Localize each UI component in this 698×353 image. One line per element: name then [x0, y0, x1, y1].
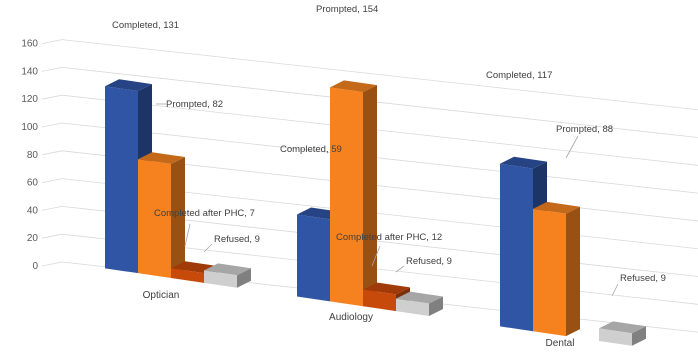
gridline-140 [61, 67, 698, 138]
gridline-axis-80 [41, 150, 63, 156]
bar-side [566, 206, 580, 337]
bar-side [237, 268, 251, 288]
bar-optician-refused [204, 263, 251, 288]
bar-dental-prompted [533, 201, 580, 337]
bar-top [533, 201, 580, 214]
bar-side [363, 85, 377, 307]
data-label: Completed after PHC, 7 [154, 208, 255, 219]
data-label: Completed, 117 [486, 70, 552, 81]
y-tick-label: 160 [21, 39, 38, 50]
y-tick-label: 80 [27, 150, 39, 161]
bar-front [171, 268, 204, 283]
leader-line [565, 135, 579, 159]
bar-front [396, 298, 429, 316]
leader-line [371, 245, 381, 267]
data-label: Completed, 59 [280, 144, 342, 155]
bar-front [330, 87, 363, 307]
category-label: Optician [143, 290, 180, 301]
bar-audiology-refused [396, 291, 443, 316]
gridline-160 [61, 39, 698, 111]
y-tick-label: 0 [32, 261, 38, 272]
gridline-axis-20 [41, 233, 63, 239]
gridline-120 [61, 94, 698, 166]
y-tick-label: 100 [21, 122, 38, 133]
y-tick-label: 40 [27, 205, 39, 216]
bar-front [138, 159, 171, 279]
data-label: Refused, 9 [406, 256, 452, 267]
leader-line [203, 243, 213, 253]
bar-top [599, 321, 646, 334]
data-label: Prompted, 88 [556, 124, 613, 135]
bar-optician-prompted [138, 152, 185, 279]
gridline-axis-100 [41, 122, 63, 128]
bar-side [632, 326, 646, 346]
gridline-axis-140 [41, 67, 63, 72]
y-axis-tick-labels: 0 20 40 60 80 100 120 140 160 [21, 39, 38, 272]
gridline-100 [61, 122, 698, 194]
bar-top [204, 263, 251, 276]
leader-line [184, 223, 191, 247]
bar-side [429, 296, 443, 316]
gridline-axis-60 [41, 178, 63, 183]
bars [105, 79, 646, 346]
bar-top [396, 291, 443, 304]
bar-top [138, 152, 185, 165]
bar-front [599, 328, 632, 346]
category-labels: Optician Audiology Dental [143, 290, 575, 349]
category-label: Dental [546, 338, 575, 349]
data-labels: Completed, 131 Prompted, 82 Completed afte… [112, 4, 666, 297]
leader-line [395, 265, 405, 273]
bar-front [105, 86, 138, 274]
bar-front [533, 208, 566, 337]
bar-audiology-prompted [330, 80, 377, 307]
gridline-axis-40 [41, 206, 63, 211]
bar-front [297, 214, 330, 302]
bar-front [204, 270, 237, 288]
gridline-axis-120 [41, 94, 63, 100]
bar-front [363, 289, 396, 312]
bar-front [500, 163, 533, 332]
leader-line [611, 283, 619, 297]
y-tick-label: 140 [21, 66, 38, 77]
data-label: Refused, 9 [214, 234, 260, 245]
y-tick-label: 20 [27, 233, 39, 244]
y-tick-label: 120 [21, 94, 38, 105]
y-tick-label: 60 [27, 178, 39, 189]
bar-dental-refused [599, 321, 646, 346]
bar-top [500, 156, 547, 169]
bar-side [171, 157, 185, 279]
data-label: Completed, 131 [112, 20, 179, 31]
bar-top [105, 79, 152, 92]
category-label: Audiology [329, 312, 373, 323]
gridline-axis-160 [41, 39, 63, 44]
data-label: Refused, 9 [620, 273, 666, 284]
data-label: Completed after PHC, 12 [336, 232, 442, 243]
bar-top [330, 80, 377, 93]
gridline-axis-0 [41, 261, 63, 267]
data-label: Prompted, 82 [166, 99, 223, 110]
data-label: Prompted, 154 [316, 4, 378, 15]
bar-top [363, 282, 410, 295]
